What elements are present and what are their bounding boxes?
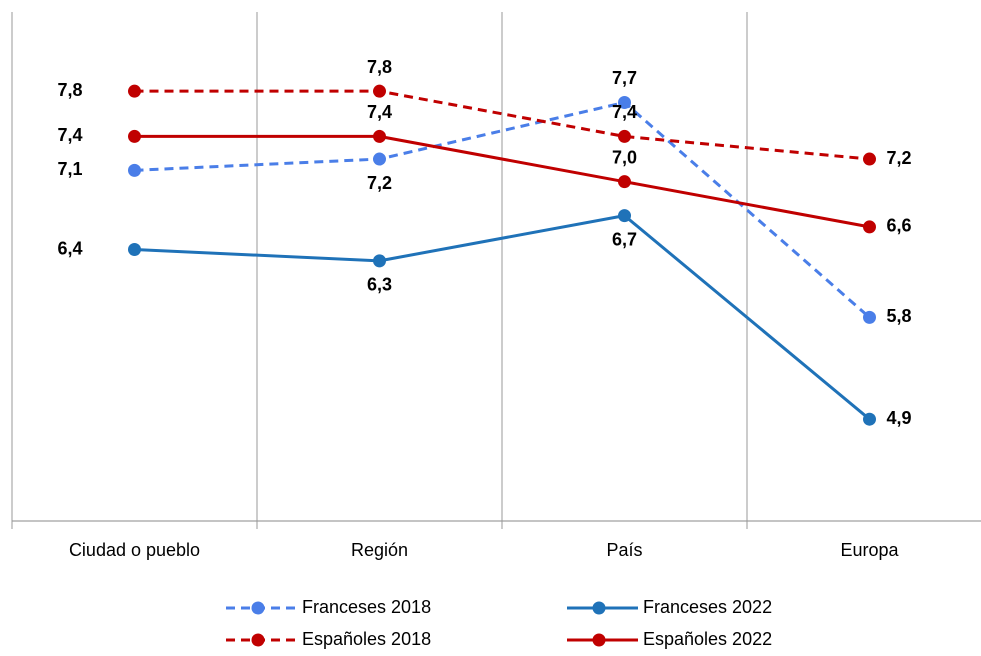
marker (373, 152, 386, 166)
marker (373, 254, 386, 268)
x-tick-label: País (606, 540, 642, 560)
data-label: 6,4 (57, 238, 82, 258)
data-label: 7,7 (612, 68, 637, 88)
marker (373, 84, 386, 98)
data-label: 7,2 (367, 173, 392, 193)
data-label: 7,8 (57, 80, 82, 100)
legend-label: Españoles 2022 (643, 629, 772, 649)
x-tick-label: Región (351, 540, 408, 560)
series-line (134, 100, 871, 319)
legend-marker (592, 633, 606, 647)
marker (128, 84, 141, 98)
data-label: 7,1 (57, 159, 82, 179)
legend-marker (251, 601, 265, 615)
data-label: 7,2 (887, 148, 912, 168)
data-label: 5,8 (887, 306, 912, 326)
legend-marker (592, 601, 606, 615)
series-line (134, 134, 870, 229)
marker (128, 129, 141, 143)
legend-label: Franceses 2018 (302, 597, 431, 617)
data-label: 4,9 (887, 408, 912, 428)
legend-label: Españoles 2018 (302, 629, 431, 649)
data-label: 7,8 (367, 57, 392, 77)
data-label: 7,0 (612, 147, 637, 167)
marker (618, 129, 631, 143)
marker (618, 95, 631, 109)
legend-label: Franceses 2022 (643, 597, 772, 617)
marker (863, 310, 876, 324)
marker (863, 152, 876, 166)
marker (618, 209, 631, 223)
marker (618, 175, 631, 189)
data-label: 6,6 (887, 216, 912, 236)
data-label: 7,4 (57, 125, 82, 145)
data-label: 6,3 (367, 275, 392, 295)
x-tick-label: Ciudad o pueblo (69, 540, 200, 560)
series-line (134, 213, 871, 421)
x-tick-label: Europa (840, 540, 899, 560)
marker (863, 412, 876, 426)
data-label: 7,4 (367, 102, 392, 122)
marker (863, 220, 876, 234)
marker (373, 129, 386, 143)
legend-marker (251, 633, 265, 647)
marker (128, 163, 141, 177)
series-line (134, 89, 870, 161)
data-label: 7,4 (612, 102, 637, 122)
data-label: 6,7 (612, 229, 637, 249)
marker (128, 243, 141, 257)
